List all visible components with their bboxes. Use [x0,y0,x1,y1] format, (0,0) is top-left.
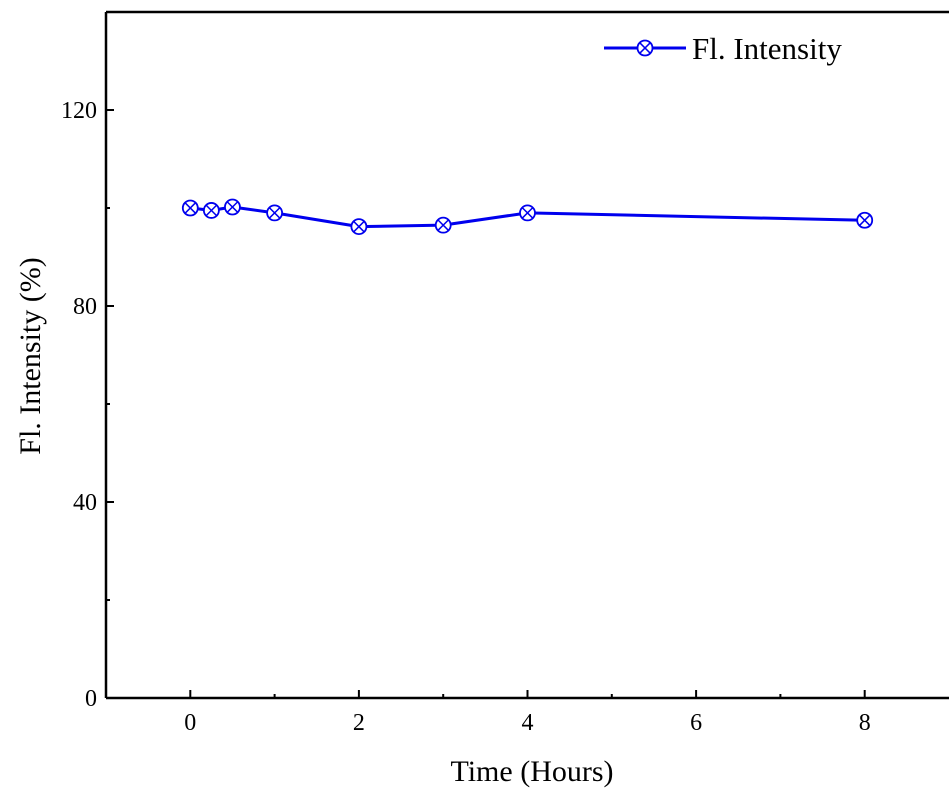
y-tick-label: 0 [85,686,97,712]
x-axis-title: Time (Hours) [450,755,613,788]
y-tick-label: 120 [61,98,97,124]
y-axis-title: Fl. Intensity (%) [14,257,47,454]
data-point [224,198,241,216]
data-point [202,202,220,219]
x-tick-label: 8 [859,710,871,736]
data-point [350,218,368,236]
x-axis-ticks: 0 2 4 6 8 [184,690,871,736]
series-layer [181,198,874,236]
legend-marker-icon [636,39,654,57]
x-tick-label: 6 [690,710,702,736]
data-point [434,216,452,234]
data-point [181,199,199,217]
x-tick-label: 4 [522,710,534,736]
legend-label: Fl. Intensity [692,31,842,66]
y-tick-label: 80 [73,294,97,320]
data-point [519,204,536,222]
y-axis-ticks: 0 40 80 120 [61,98,114,712]
x-tick-label: 0 [184,710,196,736]
x-tick-label: 2 [353,710,365,736]
data-point [266,204,284,222]
axes-frame [104,10,949,700]
data-point [856,211,874,229]
y-tick-label: 40 [73,490,97,516]
legend: Fl. Intensity [604,31,842,66]
